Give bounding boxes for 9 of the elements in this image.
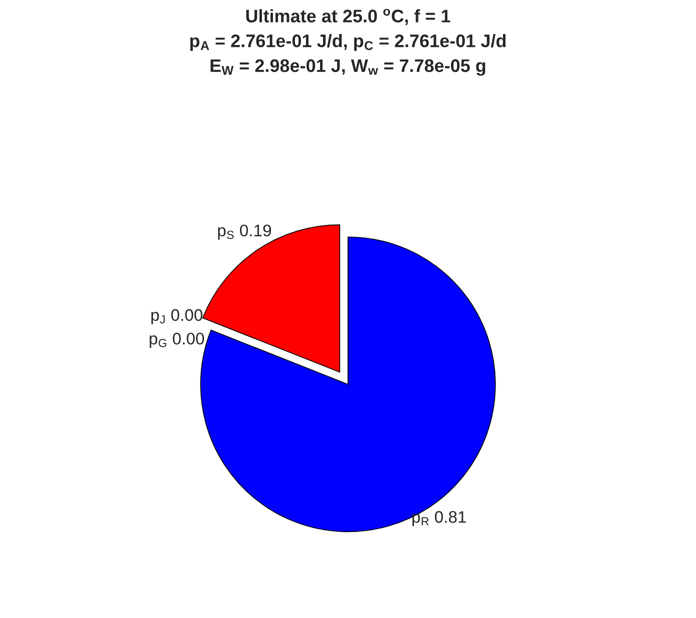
slice-label: p$_{S}$ [218,227,234,240]
chart-title: Ultimate at 25.0 $^{o}$C, f = 1 p$_{A}$ = 2.761e-01 J/d, p$_{C}$ = 2.761e-01 J/d E$_{W}$ = 2.98e-01 J, W$_{w}$ = 7.78e-05 g [190,8,506,76]
category-label: p$_{G}$ [150,335,166,348]
category-label: p$_{J}$ [151,312,165,324]
text: 0.00 [172,332,204,345]
slice-label: p$_{R}$ [412,514,429,526]
data-label: 0.81 [434,511,466,523]
data-label: 0.19 [240,224,271,236]
text: 0.00 [171,309,202,321]
